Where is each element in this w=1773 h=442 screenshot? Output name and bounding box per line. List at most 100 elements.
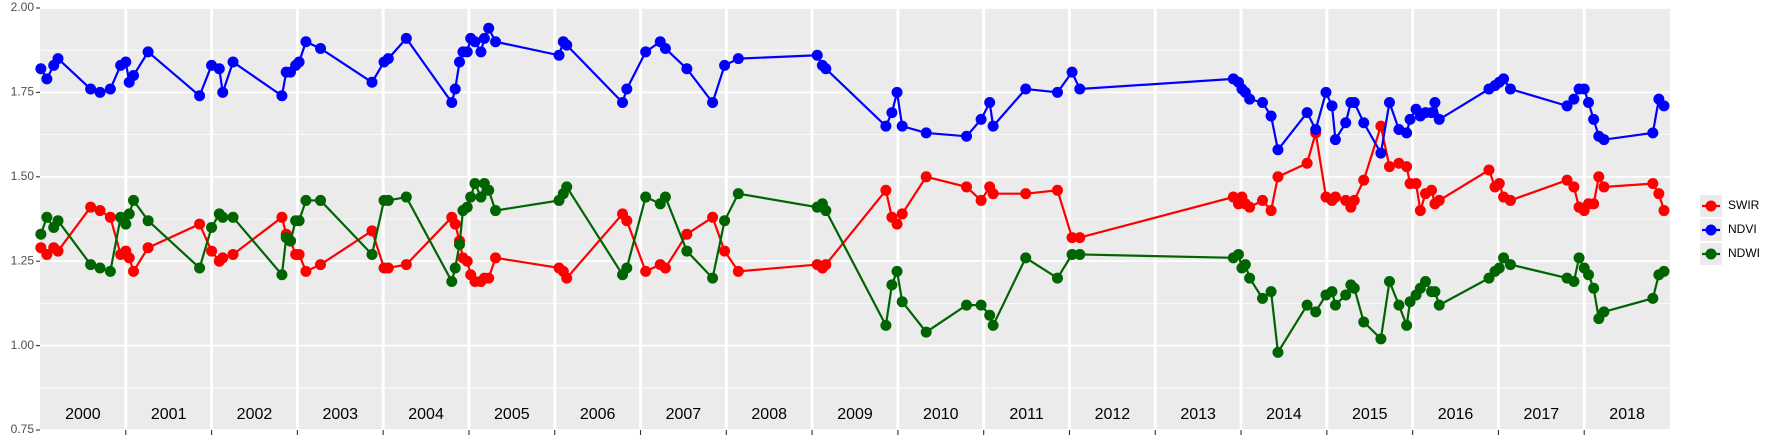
y-tick-label: 1.25 (11, 253, 35, 267)
point (1658, 100, 1670, 112)
point (1433, 299, 1445, 311)
point (85, 201, 97, 213)
point (891, 86, 903, 98)
point (94, 262, 106, 274)
point (1647, 178, 1659, 190)
point (987, 120, 999, 132)
point (1433, 194, 1445, 206)
point (1244, 272, 1256, 284)
point (1578, 83, 1590, 95)
point (94, 205, 106, 217)
point (1429, 97, 1441, 109)
point (449, 262, 461, 274)
point (1074, 248, 1086, 260)
point (553, 49, 565, 61)
point (128, 265, 140, 277)
point (465, 191, 477, 203)
point (293, 248, 305, 260)
point (896, 208, 908, 220)
point (85, 83, 97, 95)
point (1568, 181, 1580, 193)
point (1326, 100, 1338, 112)
point (617, 97, 629, 109)
point (1568, 275, 1580, 287)
point (1568, 93, 1580, 105)
point (1410, 178, 1422, 190)
year-label: 2001 (151, 406, 187, 423)
point (1593, 171, 1605, 183)
point (1426, 184, 1438, 196)
point (1066, 66, 1078, 78)
y-tick-label: 1.50 (11, 169, 35, 183)
point (85, 259, 97, 271)
year-label: 2008 (751, 406, 787, 423)
point (1329, 191, 1341, 203)
point (315, 194, 327, 206)
point (94, 86, 106, 98)
point (1272, 346, 1284, 358)
point (461, 46, 473, 58)
point (41, 211, 53, 223)
point (732, 53, 744, 65)
point (640, 191, 652, 203)
point (561, 272, 573, 284)
point (1244, 93, 1256, 105)
point (1020, 188, 1032, 200)
legend-point (1705, 224, 1717, 236)
point (820, 259, 832, 271)
point (1504, 83, 1516, 95)
point (1561, 174, 1573, 186)
point (1301, 107, 1313, 119)
point (382, 53, 394, 65)
year-label: 2007 (666, 406, 702, 423)
point (1504, 259, 1516, 271)
point (217, 252, 229, 264)
legend-label: NDVI (1728, 222, 1757, 236)
point (315, 259, 327, 271)
year-label: 2002 (237, 406, 273, 423)
year-label: 2000 (65, 406, 101, 423)
point (1020, 83, 1032, 95)
point (293, 56, 305, 68)
point (1051, 272, 1063, 284)
point (206, 245, 218, 257)
point (659, 191, 671, 203)
point (449, 218, 461, 230)
point (961, 181, 973, 193)
point (891, 218, 903, 230)
point (1393, 299, 1405, 311)
point (400, 191, 412, 203)
point (1383, 97, 1395, 109)
year-label: 2014 (1266, 406, 1302, 423)
point (1375, 147, 1387, 159)
point (276, 211, 288, 223)
point (1358, 316, 1370, 328)
point (1320, 86, 1332, 98)
legend-label: SWIR (1728, 198, 1760, 212)
point (1265, 110, 1277, 122)
point (1588, 198, 1600, 210)
y-tick-label: 0.75 (11, 422, 35, 436)
point (1493, 262, 1505, 274)
point (315, 43, 327, 55)
point (41, 248, 53, 260)
point (961, 299, 973, 311)
year-label: 2003 (322, 406, 358, 423)
point (490, 205, 502, 217)
point (621, 215, 633, 227)
point (975, 113, 987, 125)
point (454, 56, 466, 68)
point (1051, 184, 1063, 196)
point (1340, 289, 1352, 301)
point (984, 97, 996, 109)
year-label: 2006 (580, 406, 616, 423)
point (1310, 124, 1322, 136)
point (1257, 292, 1268, 304)
point (41, 73, 53, 85)
point (52, 245, 64, 257)
point (1653, 188, 1665, 200)
point (719, 59, 731, 71)
point (1348, 97, 1360, 109)
point (400, 32, 412, 44)
point (1326, 286, 1338, 298)
